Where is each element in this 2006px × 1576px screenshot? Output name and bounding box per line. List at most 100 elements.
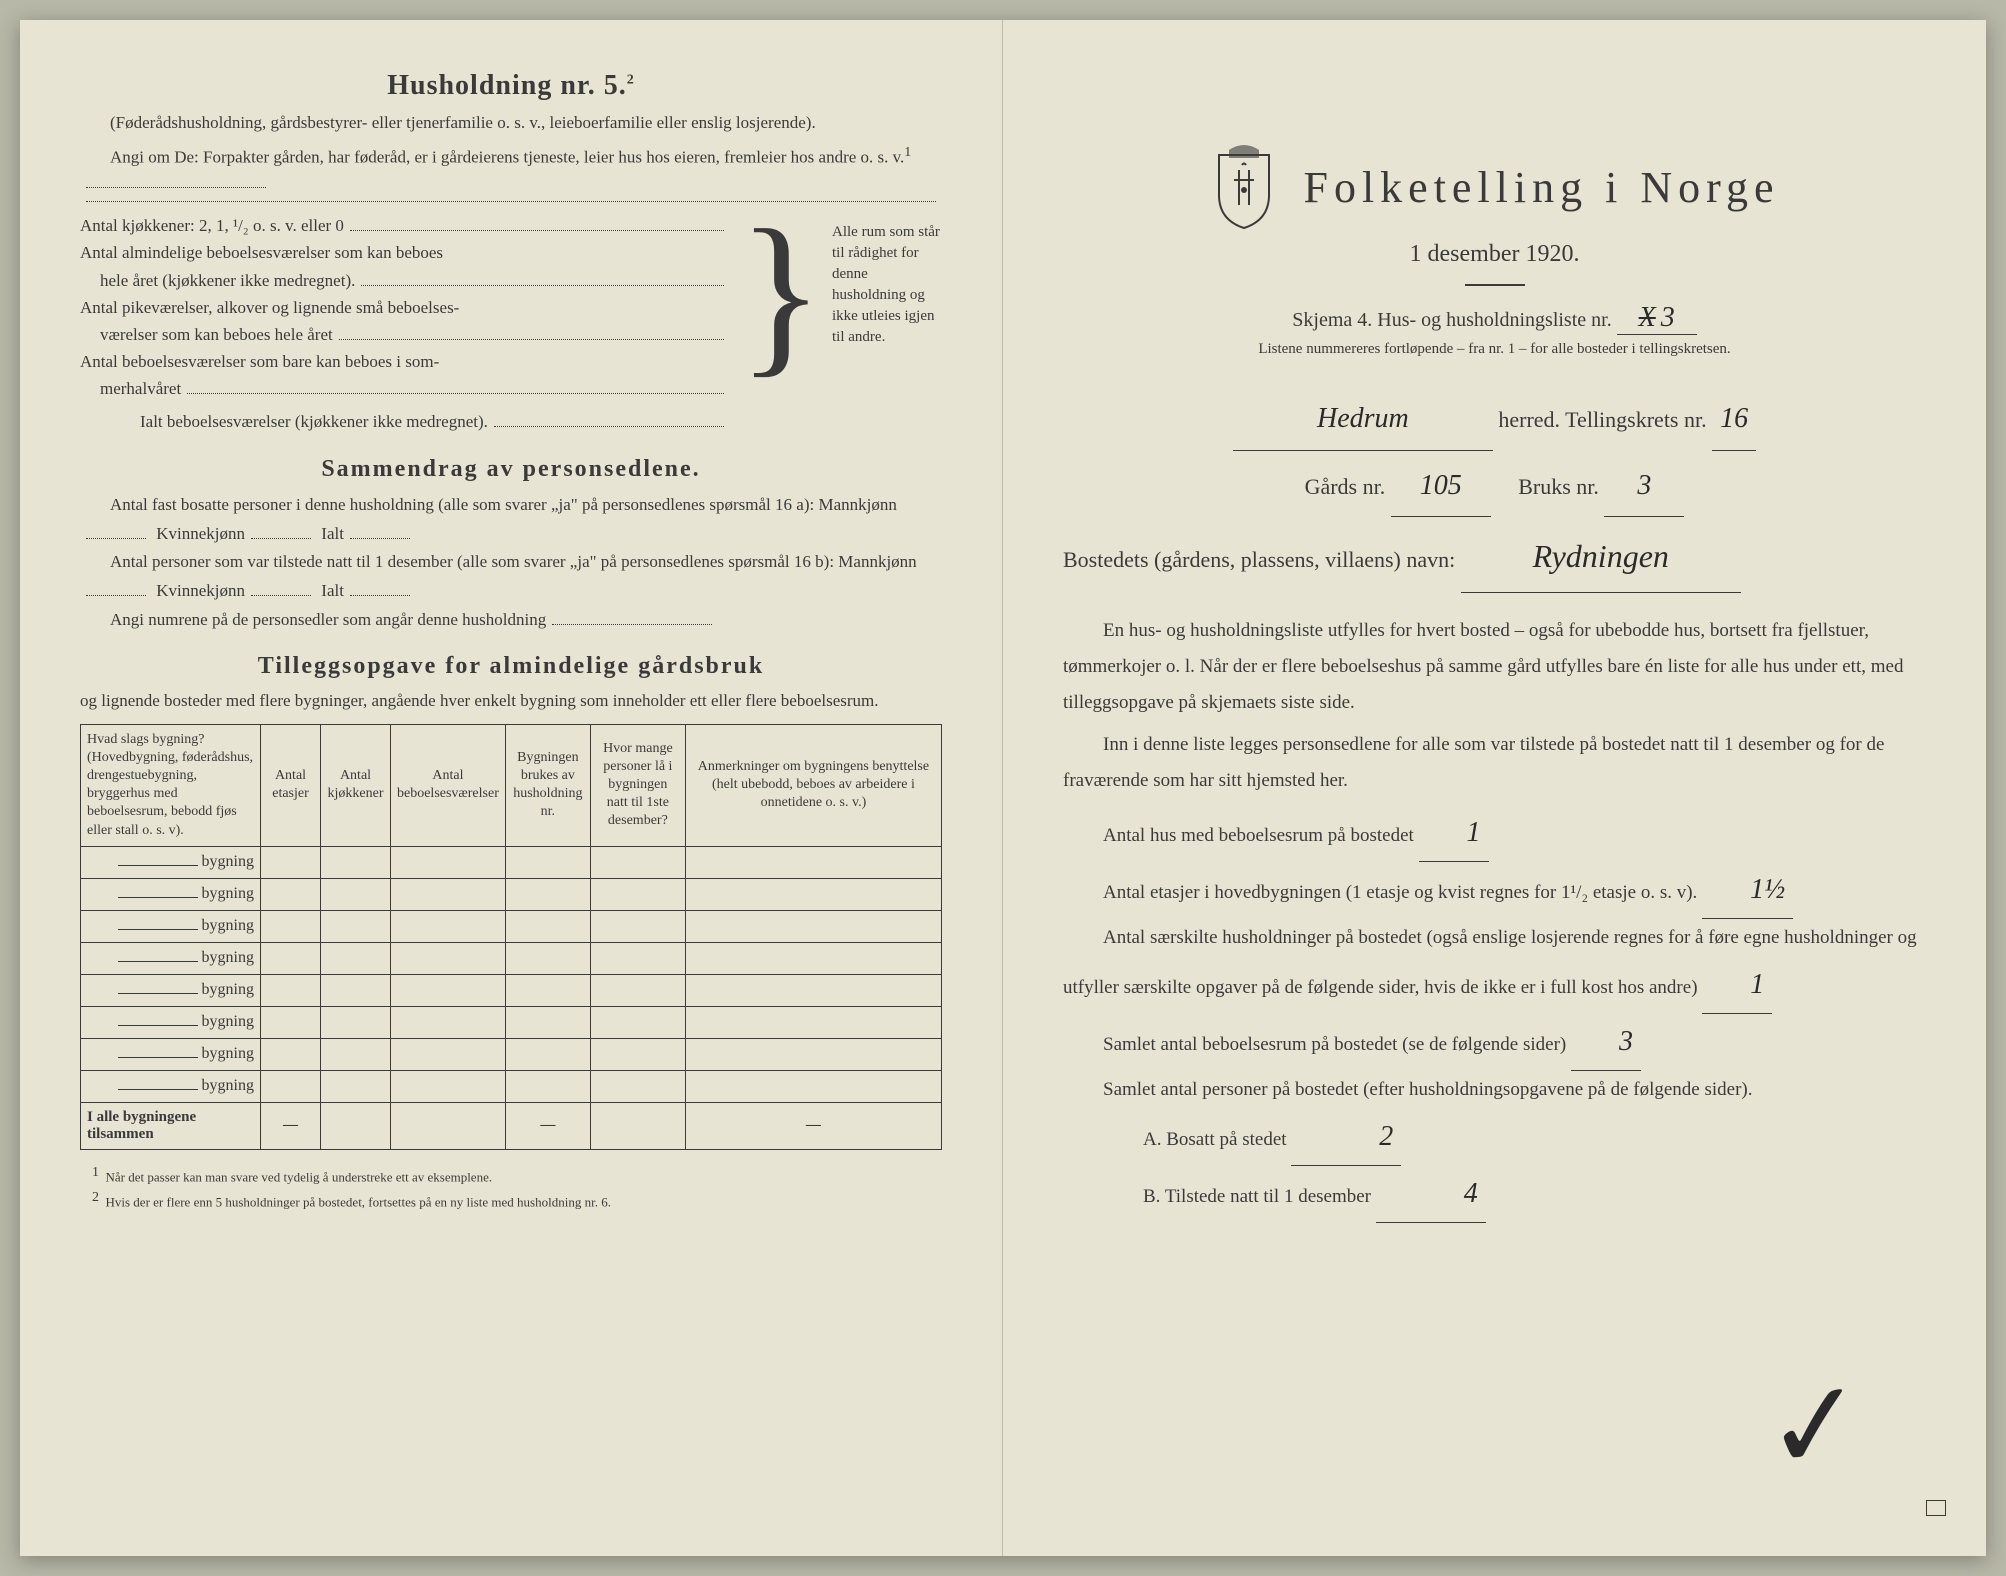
- sammendrag-p1: Antal fast bosatte personer i denne hush…: [80, 491, 942, 549]
- q5a-line: A. Bosatt på stedet 2: [1063, 1109, 1926, 1166]
- bygning-type-cell: bygning: [81, 846, 261, 878]
- bygning-type-cell: bygning: [81, 942, 261, 974]
- table-cell: [321, 1070, 391, 1102]
- table-cell: [261, 910, 321, 942]
- table-cell: [685, 846, 941, 878]
- q4-line: Samlet antal beboelsesrum på bostedet (s…: [1063, 1014, 1926, 1071]
- skjema-nr: 3: [1661, 302, 1675, 333]
- q2-value: 1½: [1702, 862, 1793, 919]
- heading-sup: 2: [627, 73, 635, 88]
- table-cell: [590, 910, 685, 942]
- th-etasjer: Antal etasjer: [261, 724, 321, 846]
- krets-nr: 16: [1712, 388, 1756, 451]
- table-cell: [321, 878, 391, 910]
- census-form-document: Husholdning nr. 5.2 (Føderådshusholdning…: [20, 20, 1986, 1556]
- table-cell: [261, 974, 321, 1006]
- sammendrag-p2: Antal personer som var tilstede natt til…: [80, 548, 942, 606]
- table-row: bygning: [81, 1006, 942, 1038]
- table-cell: [590, 1070, 685, 1102]
- footnotes: 1 Når det passer kan man svare ved tydel…: [80, 1162, 942, 1212]
- title-block: Folketelling i Norge 1 desember 1920. Sk…: [1063, 140, 1926, 358]
- bygning-type-cell: bygning: [81, 910, 261, 942]
- gards-row: Gårds nr. 105 Bruks nr. 3: [1063, 455, 1926, 518]
- q1-line: Antal hus med beboelsesrum på bostedet 1: [1063, 805, 1926, 862]
- bracket-note: Alle rum som står til rådighet for denne…: [832, 212, 942, 436]
- checkmark-annotation: ✓: [1760, 1353, 1872, 1500]
- table-row: bygning: [81, 846, 942, 878]
- q1-value: 1: [1419, 805, 1489, 862]
- table-cell: [590, 1038, 685, 1070]
- q5b-value: 4: [1376, 1166, 1486, 1223]
- table-cell: [590, 942, 685, 974]
- th-husholdning: Bygningen brukes av husholdning nr.: [505, 724, 590, 846]
- table-cell: [590, 878, 685, 910]
- th-personer: Hvor mange personer lå i bygningen natt …: [590, 724, 685, 846]
- bruks-nr: 3: [1604, 455, 1684, 518]
- table-cell: [391, 974, 506, 1006]
- table-cell: [321, 846, 391, 878]
- tillegg-heading: Tilleggsopgave for almindelige gårdsbruk: [80, 653, 942, 680]
- table-header-row: Hvad slags bygning? (Hovedbygning, føder…: [81, 724, 942, 846]
- bygning-type-cell: bygning: [81, 1006, 261, 1038]
- q5-label: Samlet antal personer på bostedet (efter…: [1063, 1071, 1926, 1109]
- table-cell: [321, 1038, 391, 1070]
- table-cell: [391, 910, 506, 942]
- intro-paren: (Føderådshusholdning, gårdsbestyrer- ell…: [80, 110, 942, 136]
- body-paragraph-2: Inn i denne liste legges personsedlene f…: [1063, 727, 1926, 799]
- q5b-line: B. Tilstede natt til 1 desember 4: [1063, 1166, 1926, 1223]
- q4-value: 3: [1571, 1014, 1641, 1071]
- table-cell: [391, 1070, 506, 1102]
- table-cell: [685, 974, 941, 1006]
- subtitle-date: 1 desember 1920.: [1063, 241, 1926, 268]
- table-cell: [261, 1006, 321, 1038]
- table-row: bygning: [81, 942, 942, 974]
- bosted-name: Rydningen: [1461, 521, 1741, 592]
- rooms-line2a: Antal almindelige beboelsesværelser som …: [80, 243, 443, 262]
- herred-name: Hedrum: [1233, 388, 1493, 451]
- title-divider: [1465, 284, 1525, 286]
- table-cell: [261, 846, 321, 878]
- table-cell: [505, 1038, 590, 1070]
- table-cell: [590, 846, 685, 878]
- table-cell: [590, 1006, 685, 1038]
- bygning-type-cell: bygning: [81, 1038, 261, 1070]
- table-cell: [685, 1070, 941, 1102]
- table-row: bygning: [81, 974, 942, 1006]
- table-totals-row: I alle bygningene tilsammen — — —: [81, 1102, 942, 1149]
- skjema-line: Skjema 4. Hus- og husholdningsliste nr. …: [1063, 302, 1926, 335]
- herred-row: Hedrum herred. Tellingskrets nr. 16: [1063, 388, 1926, 451]
- bygning-type-cell: bygning: [81, 1070, 261, 1102]
- table-cell: [505, 878, 590, 910]
- table-cell: [685, 1038, 941, 1070]
- th-anmerk: Anmerkninger om bygningens benyttelse (h…: [685, 724, 941, 846]
- table-cell: [685, 910, 941, 942]
- coat-of-arms-icon: [1209, 140, 1279, 235]
- table-cell: [391, 1038, 506, 1070]
- table-cell: [391, 878, 506, 910]
- list-note: Listene nummereres fortløpende – fra nr.…: [1063, 341, 1926, 358]
- kitchen-count-line: Antal kjøkkener: 2, 1, ¹/₂ o. s. v. elle…: [80, 212, 344, 239]
- tillegg-intro: og lignende bosteder med flere bygninger…: [80, 688, 942, 714]
- table-cell: [261, 942, 321, 974]
- table-cell: [321, 974, 391, 1006]
- table-cell: [590, 974, 685, 1006]
- th-vaerelser: Antal beboelsesværelser: [391, 724, 506, 846]
- table-cell: [391, 1006, 506, 1038]
- skjema-nr-struck: X: [1639, 302, 1656, 333]
- table-cell: [505, 910, 590, 942]
- table-cell: [391, 846, 506, 878]
- table-cell: [321, 942, 391, 974]
- bygning-type-cell: bygning: [81, 974, 261, 1006]
- table-cell: [685, 942, 941, 974]
- table-cell: [261, 878, 321, 910]
- bygning-table: Hvad slags bygning? (Hovedbygning, føder…: [80, 724, 942, 1150]
- table-cell: [685, 1006, 941, 1038]
- intro-angi: Angi om De: Forpakter gården, har føderå…: [80, 142, 942, 196]
- household-heading: Husholdning nr. 5.2: [80, 70, 942, 102]
- th-kjokkener: Antal kjøkkener: [321, 724, 391, 846]
- table-cell: [391, 942, 506, 974]
- table-cell: [505, 1006, 590, 1038]
- printer-stamp: [1926, 1500, 1946, 1516]
- sammendrag-p3: Angi numrene på de personsedler som angå…: [80, 606, 942, 635]
- q3-value: 1: [1702, 957, 1772, 1014]
